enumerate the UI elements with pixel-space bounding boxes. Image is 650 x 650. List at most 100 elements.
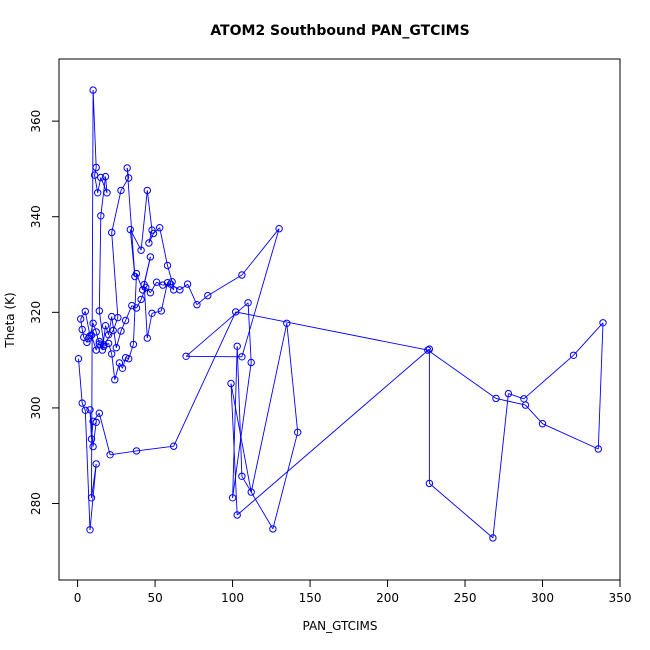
data-point	[95, 307, 104, 315]
data-point	[89, 319, 97, 327]
y-axis-label: Theta (K)	[3, 292, 17, 348]
series-segment	[120, 320, 127, 332]
data-point	[92, 460, 100, 468]
data-point	[97, 212, 105, 220]
series-segment	[92, 422, 97, 447]
series-segment	[125, 357, 129, 360]
series-segment	[108, 343, 113, 355]
data-point	[238, 353, 246, 361]
series-segment	[492, 393, 509, 538]
data-point	[121, 354, 130, 362]
series-segment	[250, 323, 288, 493]
data-point	[275, 225, 283, 233]
data-point	[100, 342, 108, 350]
series-segment	[81, 402, 86, 411]
data-point	[118, 364, 127, 372]
data-point	[95, 409, 104, 417]
data-point	[233, 511, 241, 519]
data-point	[166, 280, 175, 288]
series-segment	[179, 283, 188, 291]
data-point	[148, 309, 156, 317]
data-point	[123, 164, 131, 172]
data-point	[89, 442, 97, 451]
series-segment	[89, 409, 94, 447]
data-point	[157, 307, 166, 315]
series-segment	[241, 228, 280, 357]
y-tick-label: 340	[29, 205, 43, 228]
x-axis: 0 50 100 150 200 250 300 350	[74, 579, 632, 605]
data-point	[112, 344, 121, 352]
chart-title: ATOM2 Southbound PAN_GTCIMS	[210, 23, 469, 39]
series-segment	[523, 354, 574, 400]
series-segment	[597, 322, 604, 450]
data-point	[143, 334, 152, 342]
series-segment	[129, 229, 136, 277]
data-point	[108, 350, 116, 358]
data-point	[170, 442, 178, 450]
series-segment	[112, 317, 119, 331]
data-point	[126, 225, 135, 234]
series-segment	[148, 233, 154, 244]
x-tick-label: 350	[609, 591, 632, 605]
data-point	[115, 359, 124, 367]
series-segment	[136, 445, 174, 452]
data-point	[594, 445, 602, 453]
series-segment	[429, 483, 494, 539]
series-segment	[427, 349, 497, 399]
data-point	[163, 261, 172, 270]
series-segment	[508, 393, 525, 400]
data-point	[101, 322, 110, 330]
data-point	[103, 189, 111, 197]
data-point	[89, 86, 97, 94]
series-segment	[167, 282, 175, 291]
data-point	[108, 312, 116, 321]
series-segment	[241, 476, 274, 530]
data-point	[176, 286, 184, 294]
data-point	[101, 172, 110, 181]
data-point	[521, 401, 530, 409]
series-segment	[101, 325, 106, 351]
data-point	[425, 479, 434, 488]
data-point	[244, 299, 252, 307]
data-point	[104, 331, 113, 339]
series-segment	[120, 177, 130, 191]
series-segment	[525, 404, 543, 425]
series-segment	[84, 311, 91, 336]
series-segment	[98, 413, 111, 455]
series-segment	[146, 313, 153, 339]
series-segment	[89, 463, 97, 530]
series-segment	[230, 383, 252, 493]
series-segment	[286, 323, 299, 433]
data-point	[86, 526, 94, 534]
data-point	[238, 472, 246, 480]
series-segment	[136, 299, 142, 309]
data-point	[94, 189, 102, 197]
series-segment	[136, 273, 144, 291]
series-segment	[129, 229, 142, 251]
data-point	[294, 428, 302, 436]
data-point	[81, 406, 90, 414]
series-segment	[187, 283, 198, 305]
data-point	[137, 246, 145, 254]
data-point	[97, 173, 105, 182]
y-tick-label: 280	[29, 492, 43, 515]
data-point	[149, 229, 158, 238]
series-segment	[236, 348, 430, 516]
data-point	[95, 337, 104, 346]
y-axis: 280 300 320 340 360	[29, 110, 60, 515]
data-point	[183, 280, 192, 288]
data-point	[78, 399, 86, 407]
series-segment	[160, 282, 168, 311]
x-tick-label: 0	[74, 591, 82, 605]
data-point	[121, 316, 130, 325]
data-point	[227, 379, 235, 388]
data-point	[142, 283, 150, 292]
data-point	[238, 271, 246, 279]
series-segment	[103, 343, 109, 347]
series-segment	[132, 273, 137, 345]
series-segment	[84, 410, 91, 530]
data-point	[87, 494, 96, 502]
series-segment	[573, 322, 604, 356]
plot-area	[74, 86, 607, 542]
data-point	[92, 163, 100, 172]
